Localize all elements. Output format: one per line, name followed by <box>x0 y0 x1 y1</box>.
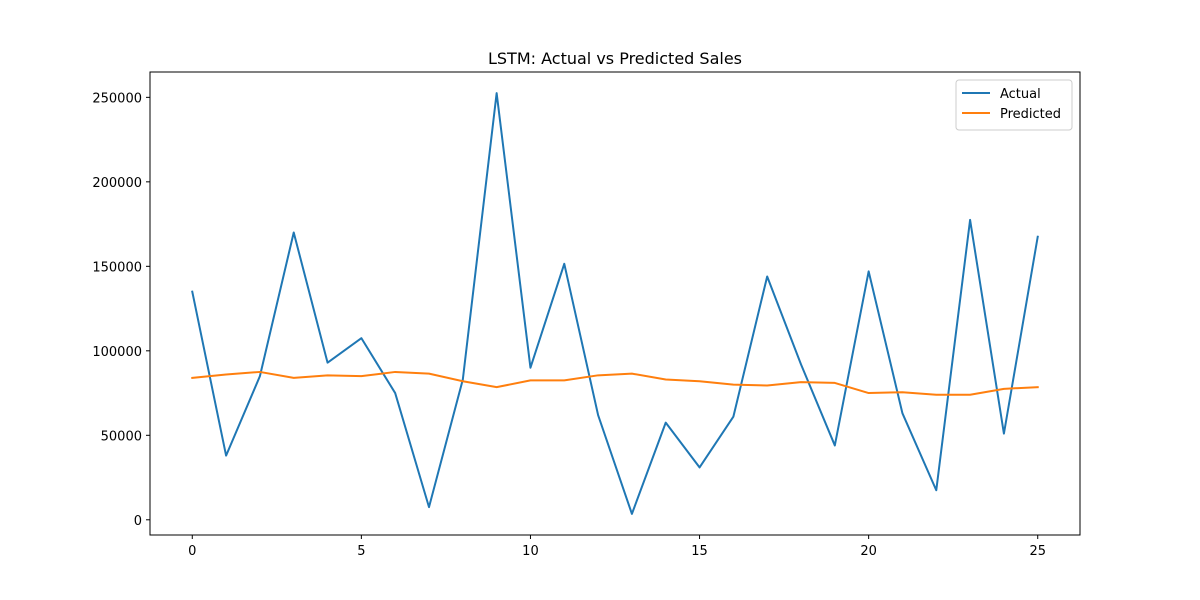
series-line-actual <box>191 92 1039 515</box>
x-tick-label: 5 <box>357 544 365 559</box>
x-tick-label: 15 <box>691 544 708 559</box>
plot-area <box>191 92 1039 515</box>
legend-label-actual: Actual <box>1000 87 1041 102</box>
y-tick-label: 250000 <box>92 91 142 106</box>
chart-title: LSTM: Actual vs Predicted Sales <box>488 49 742 68</box>
y-tick-label: 100000 <box>92 345 142 360</box>
y-tick-label: 200000 <box>92 176 142 191</box>
y-tick-label: 150000 <box>92 260 142 275</box>
y-tick-label: 50000 <box>101 429 142 444</box>
axes-frame <box>149 71 1081 536</box>
x-tick-label: 25 <box>1029 544 1046 559</box>
x-tick-label: 0 <box>188 544 196 559</box>
legend: Actual Predicted <box>955 79 1073 131</box>
series-line-predicted <box>191 370 1039 396</box>
y-tick-label: 0 <box>134 514 142 529</box>
legend-label-predicted: Predicted <box>1000 107 1061 122</box>
axes: 0 5 10 15 20 25 0 50000 100000 150000 200000 250000 <box>92 71 1081 559</box>
x-tick-label: 20 <box>860 544 877 559</box>
x-tick-label: 10 <box>522 544 539 559</box>
